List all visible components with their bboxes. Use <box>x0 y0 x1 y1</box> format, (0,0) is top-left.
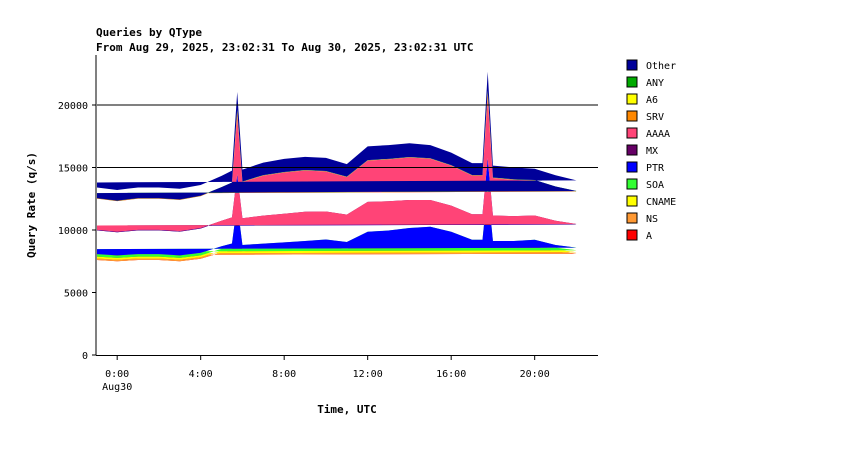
x-tick-label: 20:00 <box>520 369 550 380</box>
y-tick-label: 20000 <box>58 101 88 112</box>
x-tick-label: 12:00 <box>353 369 383 380</box>
legend-label-soa: SOA <box>646 180 664 191</box>
plot-area <box>97 71 577 355</box>
x-tick-label: 0:00 <box>105 369 129 380</box>
y-axis-label: Query Rate (q/s) <box>25 152 38 258</box>
series-other-area <box>97 71 577 201</box>
series-aaaa-area <box>97 99 577 232</box>
legend-swatch-ns <box>626 212 638 224</box>
legend-swatch-ptr <box>626 161 638 173</box>
legend-swatch-soa <box>626 178 638 190</box>
legend-label-aaaa: AAAA <box>646 129 670 140</box>
y-axis-ticks: 0 5000 10000 15000 20000 <box>58 101 96 362</box>
legend-label-other: Other <box>646 61 676 72</box>
axes <box>95 55 598 356</box>
legend-label-ptr: PTR <box>646 163 665 174</box>
legend-swatch-cname <box>626 195 638 207</box>
legend-swatch-other <box>626 59 638 71</box>
legend-swatch-srv <box>626 110 638 122</box>
x-date-label: Aug30 <box>102 382 132 393</box>
x-tick-label: 8:00 <box>272 369 296 380</box>
chart-title: Queries by QType <box>96 26 202 39</box>
x-axis-label: Time, UTC <box>317 403 377 416</box>
y-tick-label: 10000 <box>58 226 88 237</box>
y-tick-label: 0 <box>82 351 88 362</box>
series-ptr-area <box>97 158 577 256</box>
legend: Other ANY A6 SRV AAAA MX PTR SOA CNAME NS A <box>626 59 676 242</box>
x-tick-label: 4:00 <box>189 369 213 380</box>
y-tick-label: 15000 <box>58 164 88 175</box>
legend-label-mx: MX <box>646 146 658 157</box>
legend-label-srv: SRV <box>646 112 664 123</box>
legend-label-any: ANY <box>646 78 664 89</box>
legend-label-a6: A6 <box>646 95 658 106</box>
chart-subtitle: From Aug 29, 2025, 23:02:31 To Aug 30, 2… <box>96 41 474 54</box>
legend-label-cname: CNAME <box>646 197 676 208</box>
y-tick-label: 5000 <box>64 289 88 300</box>
x-axis-ticks: 0:00 4:00 8:00 12:00 16:00 20:00 Aug30 <box>102 355 550 393</box>
legend-label-a: A <box>646 231 652 242</box>
gridlines <box>97 104 598 168</box>
legend-label-ns: NS <box>646 214 658 225</box>
legend-swatch-a <box>626 229 638 241</box>
legend-swatch-aaaa <box>626 127 638 139</box>
legend-swatch-mx <box>626 144 638 156</box>
legend-swatch-any <box>626 76 638 88</box>
x-tick-label: 16:00 <box>436 369 466 380</box>
legend-swatch-a6 <box>626 93 638 105</box>
